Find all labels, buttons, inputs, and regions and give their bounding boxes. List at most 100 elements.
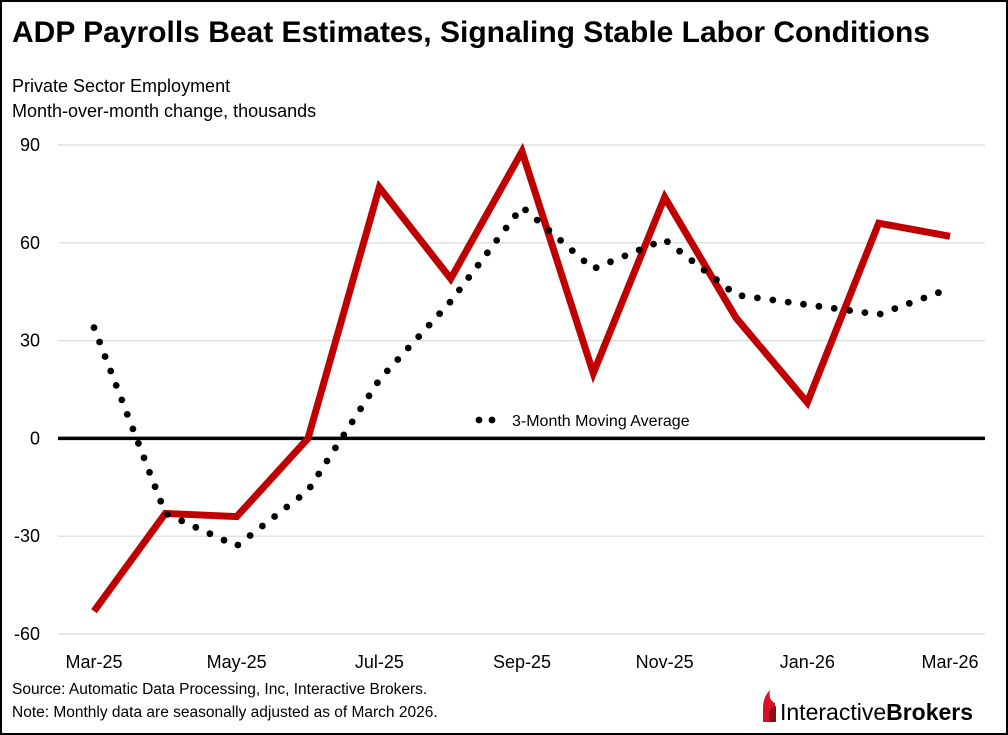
moving-average-dot [90,324,98,331]
moving-average-dot [96,338,103,346]
payrolls-series-line [91,142,951,614]
moving-average-dot [436,310,443,318]
y-tick-label: 0 [30,428,40,448]
moving-average-dot [357,405,364,413]
data-note: Note: Monthly data are seasonally adjust… [12,704,438,721]
moving-average-dot [621,252,629,260]
moving-average-dot [784,298,792,306]
moving-average-dot [533,216,541,224]
moving-average-dot [404,344,412,352]
moving-average-dot [157,497,165,505]
moving-average-dot [140,454,148,462]
legend-marker-dot [488,416,496,424]
moving-average-dot [283,503,291,511]
moving-average-dot [935,289,942,297]
moving-average-dot [592,264,600,272]
moving-average-dot [220,536,228,544]
moving-average-dot [846,307,853,314]
y-tick-label: -60 [14,624,40,644]
moving-average-dot [738,292,746,300]
moving-average-dot [800,300,807,308]
moving-average-dot [769,296,777,304]
moving-average-dot [474,261,482,269]
brand-name-part2: Brokers [886,699,973,725]
moving-average-dot [522,206,529,214]
x-tick-label: Sep-25 [493,652,551,672]
moving-average-dot [876,310,884,318]
moving-average-dot [861,309,869,316]
moving-average-dot [394,356,402,363]
y-axis-tick-labels: 90 60 30 0 -30 -60 [14,135,40,644]
moving-average-dot [259,522,266,530]
moving-average-dot [650,240,657,248]
moving-average-dot [607,258,614,266]
brand-name-part1: Interactive [780,699,886,725]
moving-average-dot [118,396,126,404]
moving-average-dot [323,457,331,465]
moving-average-dot [315,470,323,478]
moving-average-dot [493,237,501,244]
moving-average-dot [306,483,314,491]
moving-average-dot [206,530,214,538]
brand-name: InteractiveBrokers [780,699,973,725]
moving-average-dot [374,379,381,387]
data-series [90,142,951,614]
moving-average-dot [664,238,671,246]
x-tick-label: Jan-26 [780,652,835,672]
y-tick-label: -30 [14,526,40,546]
moving-average-dot [164,511,172,518]
moving-average-dot [129,425,137,433]
moving-average-dot [151,483,159,491]
x-tick-label: Mar-25 [65,652,122,672]
moving-average-dot [123,411,131,418]
moving-average-dot [815,302,823,310]
x-axis-tick-labels: Mar-25 May-25 Jul-25 Sep-25 Nov-25 Jan-26 Mar-… [65,652,978,672]
moving-average-dot [234,541,242,549]
moving-average-series [90,206,942,549]
legend: 3-Month Moving Average [475,413,690,430]
moving-average-dot [484,249,491,257]
moving-average-dot [178,517,186,525]
moving-average-dot [383,367,391,375]
chart-title: ADP Payrolls Beat Estimates, Signaling S… [12,16,930,49]
moving-average-dot [568,247,576,255]
moving-average-dot [830,305,838,312]
moving-average-dot [192,523,200,531]
moving-average-dot [415,333,423,340]
moving-average-dot [107,367,115,375]
moving-average-dot [348,418,356,426]
x-tick-label: May-25 [207,652,267,672]
legend-label-moving-average: 3-Month Moving Average [512,413,690,430]
gridlines [58,144,985,635]
moving-average-dot [340,431,348,439]
moving-average-dot [465,274,473,281]
moving-average-dot [557,237,564,244]
moving-average-dot [713,276,720,284]
moving-average-dot [365,392,373,400]
moving-average-dot [545,226,553,234]
moving-average-dot [635,246,643,254]
moving-average-dot [271,513,278,520]
moving-average-dot [905,299,913,307]
moving-average-dot [920,294,928,302]
moving-average-dot [580,257,588,265]
moving-average-dot [725,285,732,293]
moving-average-dot [446,298,454,306]
source-note: Source: Automatic Data Processing, Inc, … [12,681,427,698]
brand-logo: InteractiveBrokers [763,690,973,725]
moving-average-dot [101,353,109,360]
moving-average-dot [502,224,510,232]
x-tick-label: Jul-25 [355,652,404,672]
moving-average-dot [512,212,519,220]
y-tick-label: 60 [20,233,40,253]
moving-average-dot [456,286,463,294]
moving-average-dot [112,382,120,389]
moving-average-dot [688,257,696,265]
moving-average-dot [135,439,142,447]
moving-average-dot [754,294,761,302]
moving-average-dot [146,468,153,476]
moving-average-dot [891,305,899,312]
legend-marker-dot [475,416,483,424]
